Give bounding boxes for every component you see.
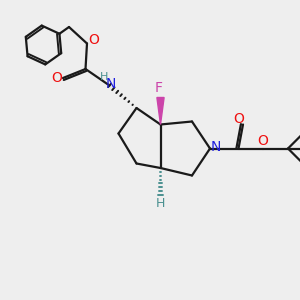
Text: N: N [106,77,116,91]
Text: F: F [155,82,163,95]
Polygon shape [157,98,164,124]
Text: H: H [100,72,108,82]
Text: N: N [210,140,220,154]
Text: O: O [51,71,62,85]
Text: O: O [88,34,99,47]
Text: O: O [258,134,268,148]
Text: H: H [156,197,165,210]
Text: O: O [233,112,244,126]
